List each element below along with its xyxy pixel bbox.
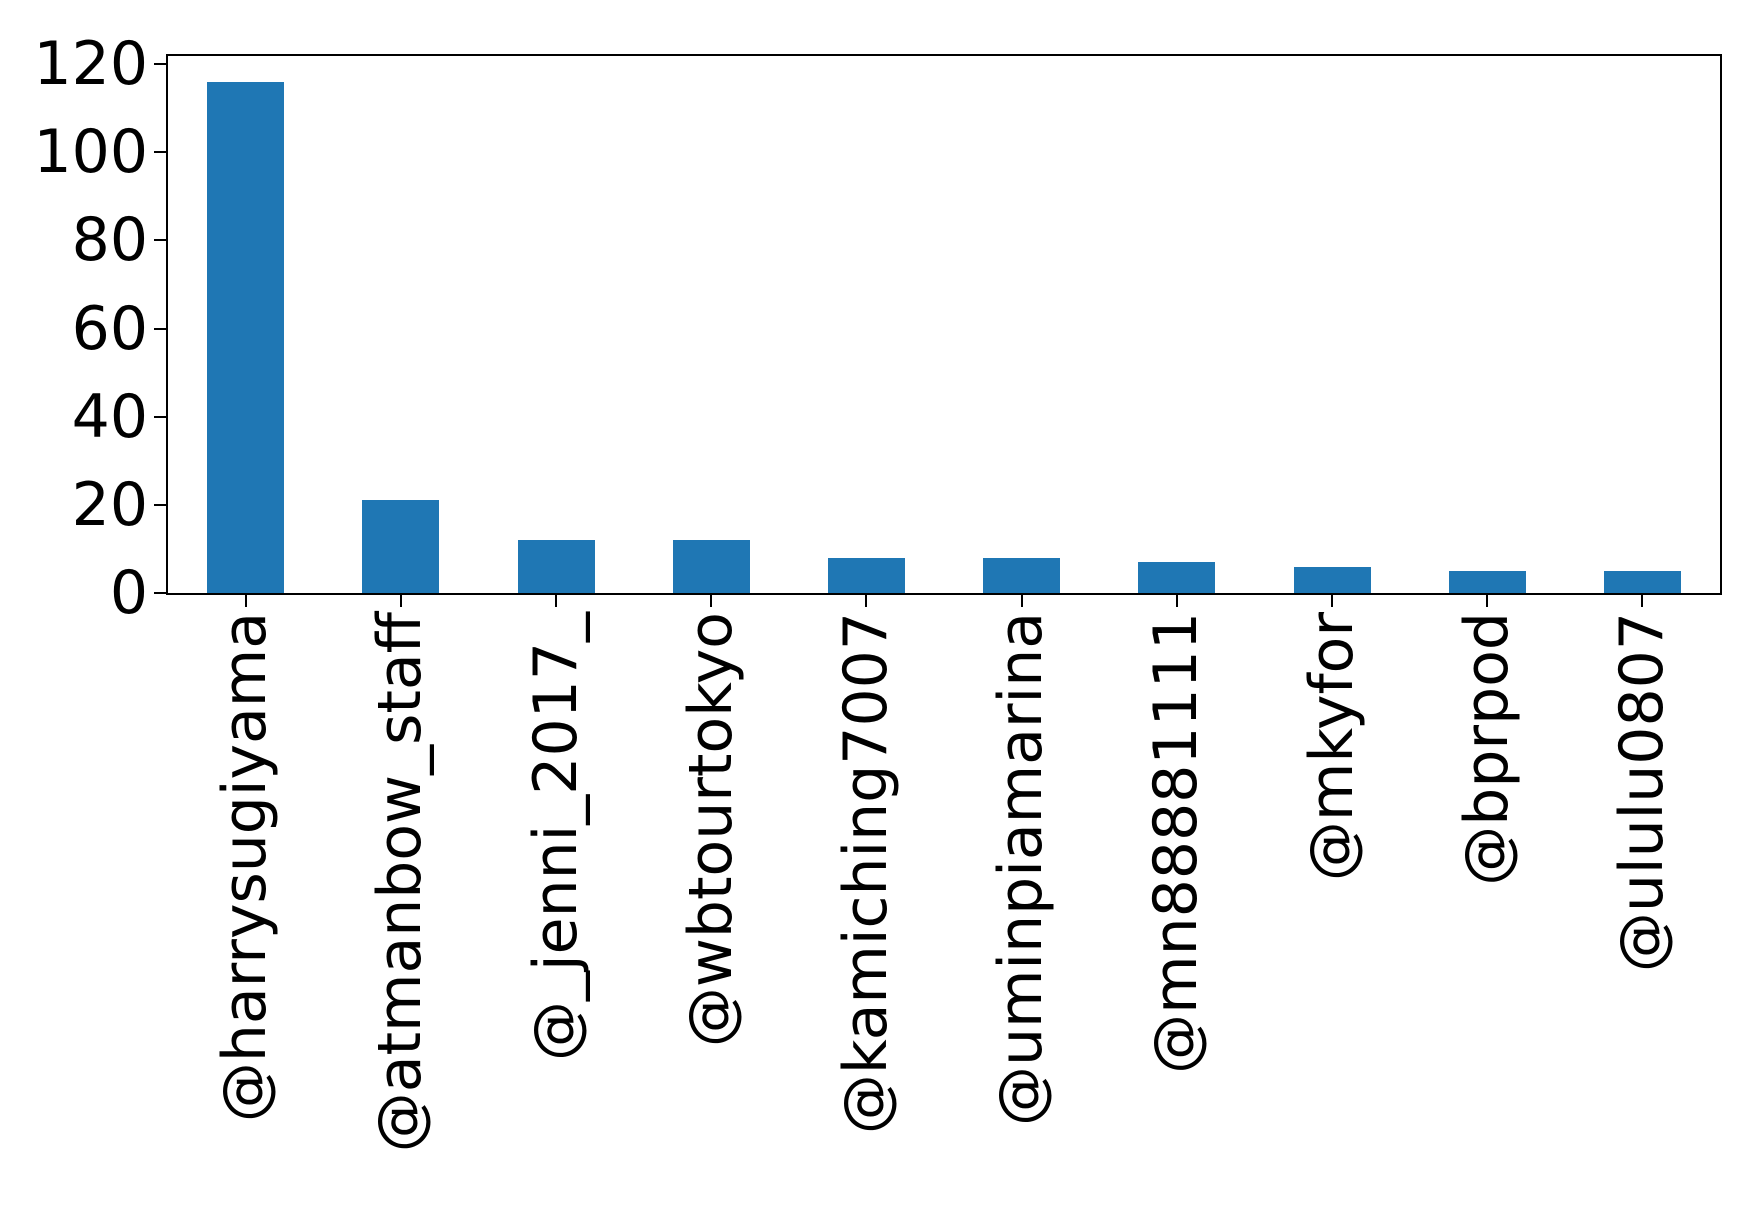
y-tick-label: 0: [109, 558, 148, 628]
y-tick-label: 100: [33, 117, 148, 188]
x-tick-label: @uminpiamarina: [986, 612, 1057, 1127]
bar: [1138, 562, 1216, 593]
y-tick-mark: [154, 592, 166, 594]
x-tick-mark: [1175, 595, 1178, 607]
x-tick-label: @kamiching7007: [830, 612, 901, 1135]
x-tick-mark: [1331, 595, 1333, 607]
x-tick-mark: [555, 595, 557, 607]
bar: [1293, 566, 1371, 593]
y-tick-label: 80: [71, 205, 148, 276]
x-tick-mark: [244, 595, 247, 607]
y-tick-mark: [154, 327, 166, 330]
x-tick-label: @harrysugiyama: [210, 612, 281, 1123]
x-tick-mark: [1486, 595, 1489, 607]
x-tick-mark: [1641, 595, 1644, 607]
y-tick-label: 20: [71, 469, 148, 540]
bar: [1448, 571, 1526, 593]
y-tick-mark: [154, 239, 166, 242]
y-tick-mark: [154, 151, 166, 154]
y-tick-mark: [154, 503, 166, 506]
bar: [517, 540, 595, 593]
bar: [362, 500, 440, 593]
x-tick-mark: [1020, 595, 1023, 607]
x-tick-label: @mkyfor: [1296, 612, 1367, 882]
bar: [827, 557, 905, 593]
bar: [207, 81, 285, 593]
x-tick-label: @atmanbow_staff: [365, 612, 436, 1153]
y-tick-label: 60: [71, 293, 148, 364]
y-tick-mark: [154, 62, 166, 65]
bar: [1603, 571, 1681, 593]
x-tick-label: @bprpod: [1451, 612, 1522, 886]
y-tick-label: 120: [33, 28, 148, 99]
x-tick-mark: [399, 595, 402, 607]
x-tick-label: @_jenni_2017_: [520, 612, 591, 1062]
plot-area: [166, 54, 1722, 595]
x-tick-mark: [865, 595, 868, 607]
x-tick-label: @mn88881111: [1141, 612, 1212, 1074]
x-tick-label: @ululu0807: [1606, 612, 1677, 973]
bar: [983, 557, 1061, 593]
y-tick-label: 40: [71, 381, 148, 452]
bar: [672, 540, 750, 593]
y-tick-mark: [154, 415, 166, 418]
x-tick-mark: [710, 595, 713, 607]
x-tick-label: @wbtourtokyo: [675, 612, 746, 1048]
